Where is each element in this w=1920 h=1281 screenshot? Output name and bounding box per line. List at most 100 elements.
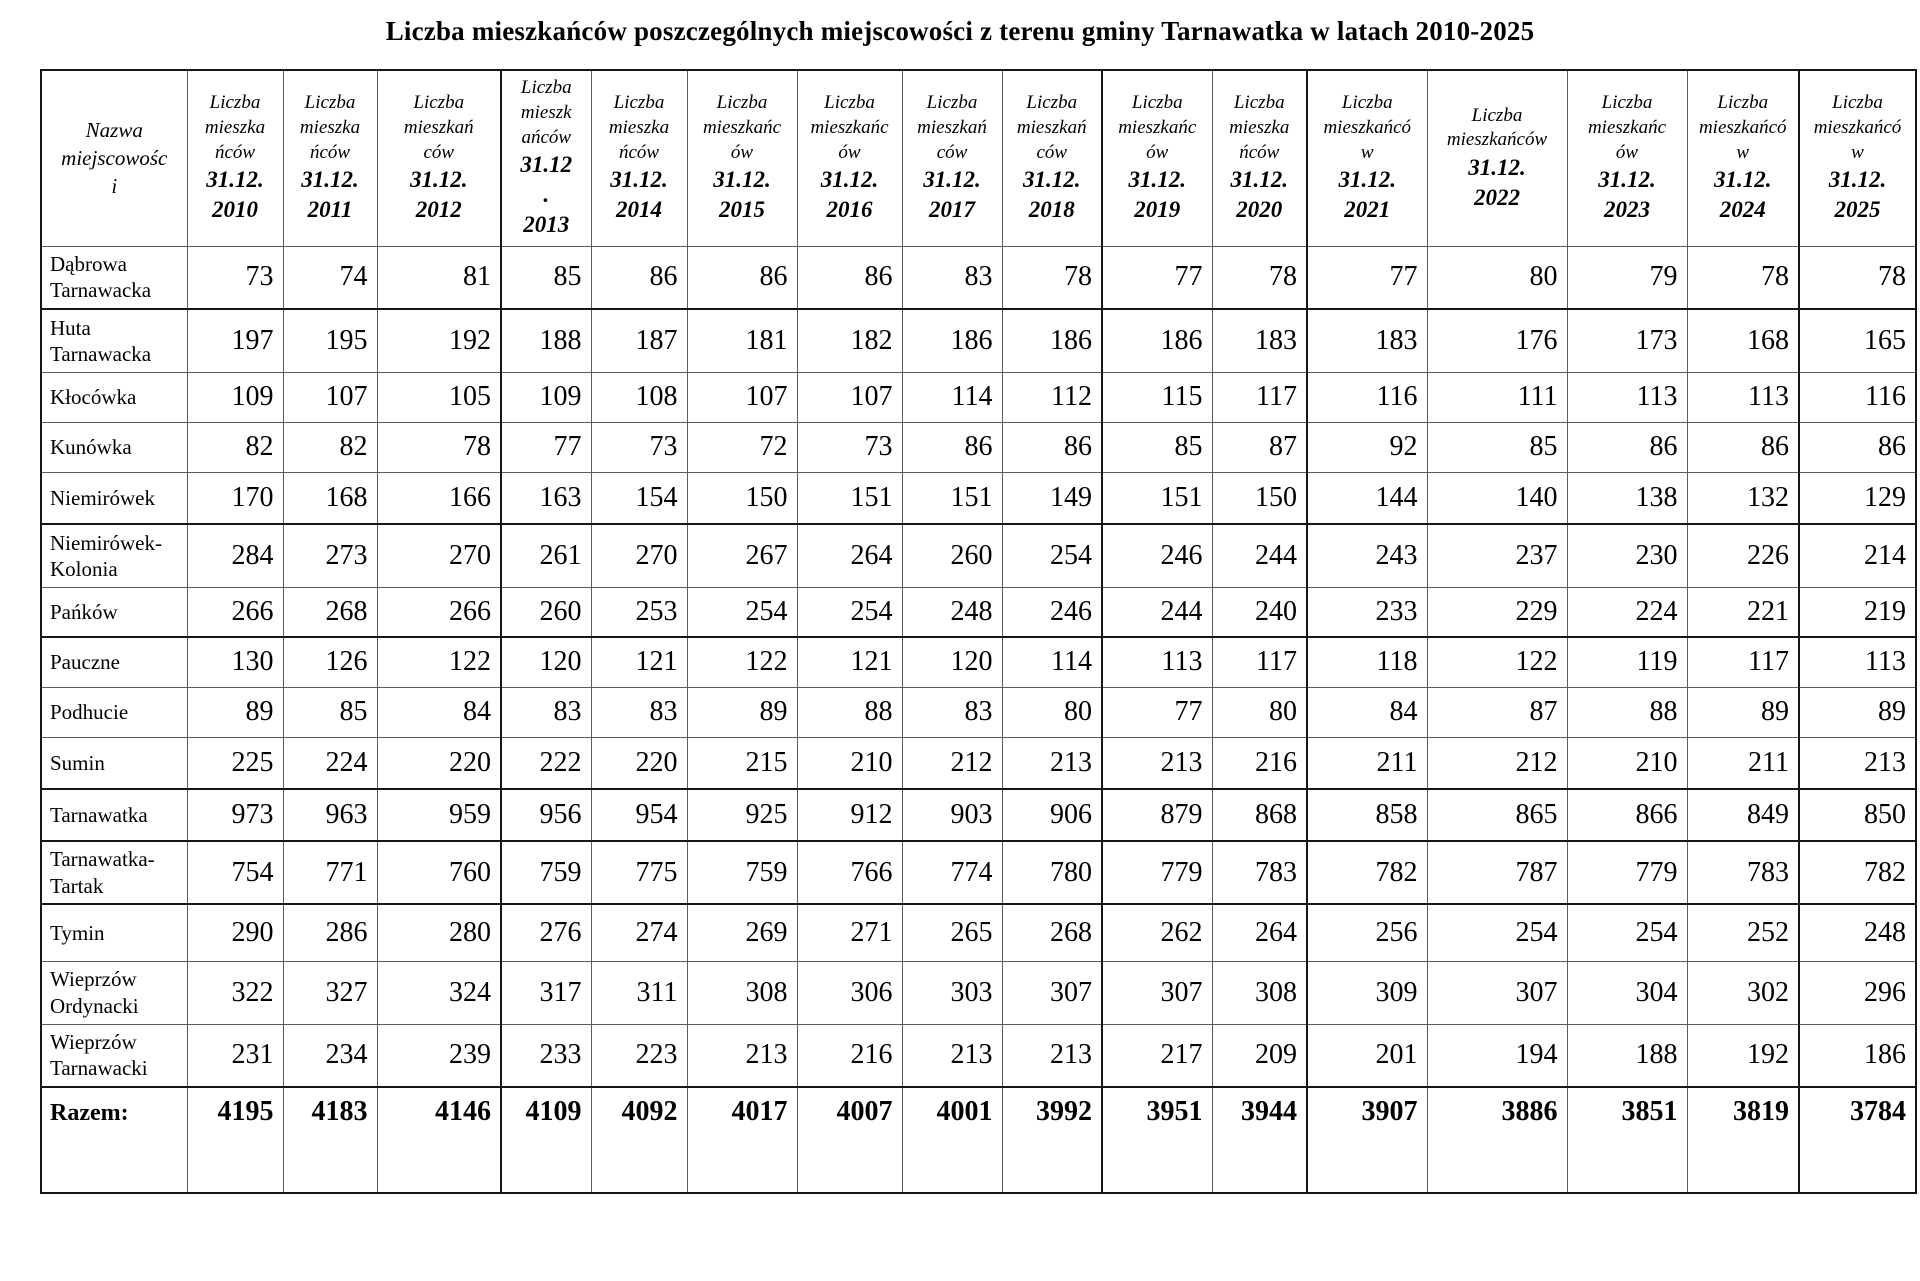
value-cell: 82 [186,421,284,473]
value-cell: 771 [282,840,378,905]
value-cell: 760 [376,840,502,905]
value-cell: 782 [1798,840,1917,905]
value-cell: 253 [590,586,688,638]
column-header-2013: Liczba mieszk ańców 31.12 . 2013 [500,69,592,247]
value-cell: 213 [1101,736,1213,790]
value-cell: 274 [590,903,688,962]
value-cell: 165 [1798,308,1917,373]
value-cell: 108 [590,371,688,423]
total-value-cell: 4195 [186,1086,284,1194]
table-row: Tymin 290 286 280 276 274 269 271 265 268 262 264 25… [40,903,1917,962]
value-cell: 239 [376,1023,502,1088]
value-cell: 248 [1798,903,1917,962]
value-cell: 214 [1798,523,1917,588]
value-cell: 260 [500,586,592,638]
column-year: 2018 [1028,197,1075,223]
column-year: 2010 [212,197,258,223]
value-cell: 244 [1101,586,1213,638]
value-cell: 168 [282,471,378,525]
row-label: Wieprzów Tarnawacki [40,1023,188,1088]
table-row: Wieprzów Tarnawacki 231 234 239 233 223 213 216… [40,1023,1917,1088]
column-date: 31.12. [1023,167,1081,193]
value-cell: 868 [1211,788,1308,842]
column-year: 2025 [1834,197,1881,223]
value-cell: 138 [1566,471,1688,525]
value-cell: 217 [1101,1023,1213,1088]
table-row: Kunówka 82 82 78 77 73 72 73 86 86 85 87 92 85 86 86 86 [40,421,1917,473]
name-column-label: Nazwa miejscowośc i [61,117,168,199]
column-header-2019: Liczba mieszkańc ów 31.12. 2019 [1101,69,1213,247]
value-cell: 224 [282,736,378,790]
total-value-cell: 4146 [376,1086,502,1194]
value-cell: 231 [186,1023,284,1088]
column-label: Liczba mieszkań ców [1016,92,1087,163]
value-cell: 264 [1211,903,1308,962]
value-cell: 140 [1426,471,1568,525]
column-header-2016: Liczba mieszkańc ów 31.12. 2016 [796,69,903,247]
value-cell: 271 [796,903,903,962]
value-cell: 77 [1101,686,1213,738]
value-cell: 78 [1001,245,1103,310]
total-value-cell: 4017 [686,1086,798,1194]
value-cell: 233 [500,1023,592,1088]
value-cell: 86 [1686,421,1800,473]
value-cell: 151 [1101,471,1213,525]
value-cell: 782 [1306,840,1428,905]
value-cell: 240 [1211,586,1308,638]
value-cell: 222 [500,736,592,790]
value-cell: 254 [1001,523,1103,588]
value-cell: 150 [686,471,798,525]
row-label: Niemirówek-Kolonia [40,523,188,588]
value-cell: 229 [1426,586,1568,638]
value-cell: 195 [282,308,378,373]
value-cell: 78 [376,421,502,473]
row-label: Podhucie [40,686,188,738]
column-label: Liczba mieszka ńców [1229,92,1290,163]
value-cell: 849 [1686,788,1800,842]
column-label: Liczba mieszk ańców [520,77,572,148]
value-cell: 243 [1306,523,1428,588]
table-row: Niemirówek 170 168 166 163 154 150 151 151 149 151… [40,471,1917,525]
value-cell: 188 [500,308,592,373]
total-row: Razem: 4195 4183 4146 4109 4092 4017 4007 4001 39… [40,1086,1917,1194]
value-cell: 78 [1211,245,1308,310]
value-cell: 86 [1566,421,1688,473]
value-cell: 216 [1211,736,1308,790]
value-cell: 84 [1306,686,1428,738]
value-cell: 779 [1566,840,1688,905]
table-row: Pańków 266 268 266 260 253 254 254 248 246 244 240 2… [40,586,1917,638]
document-page: Liczba mieszkańców poszczególnych miejsc… [0,16,1920,1194]
value-cell: 959 [376,788,502,842]
value-cell: 211 [1686,736,1800,790]
value-cell: 144 [1306,471,1428,525]
value-cell: 879 [1101,788,1213,842]
value-cell: 212 [901,736,1003,790]
value-cell: 317 [500,960,592,1025]
value-cell: 80 [1211,686,1308,738]
value-cell: 78 [1686,245,1800,310]
total-value-cell: 4092 [590,1086,688,1194]
value-cell: 113 [1101,636,1213,688]
row-label: Kłocówka [40,371,188,423]
header-row: Nazwa miejscowośc i Liczba mieszka ńców 31… [40,69,1917,247]
value-cell: 86 [686,245,798,310]
value-cell: 213 [901,1023,1003,1088]
value-cell: 201 [1306,1023,1428,1088]
value-cell: 267 [686,523,798,588]
value-cell: 81 [376,245,502,310]
value-cell: 215 [686,736,798,790]
row-label: Wieprzów Ordynacki [40,960,188,1025]
value-cell: 83 [901,686,1003,738]
value-cell: 234 [282,1023,378,1088]
value-cell: 973 [186,788,284,842]
value-cell: 787 [1426,840,1568,905]
value-cell: 225 [186,736,284,790]
value-cell: 858 [1306,788,1428,842]
value-cell: 303 [901,960,1003,1025]
table-row: Dąbrowa Tarnawacka 73 74 81 85 86 86 86 83 78 77 78… [40,245,1917,310]
value-cell: 211 [1306,736,1428,790]
value-cell: 286 [282,903,378,962]
value-cell: 307 [1426,960,1568,1025]
value-cell: 304 [1566,960,1688,1025]
value-cell: 780 [1001,840,1103,905]
